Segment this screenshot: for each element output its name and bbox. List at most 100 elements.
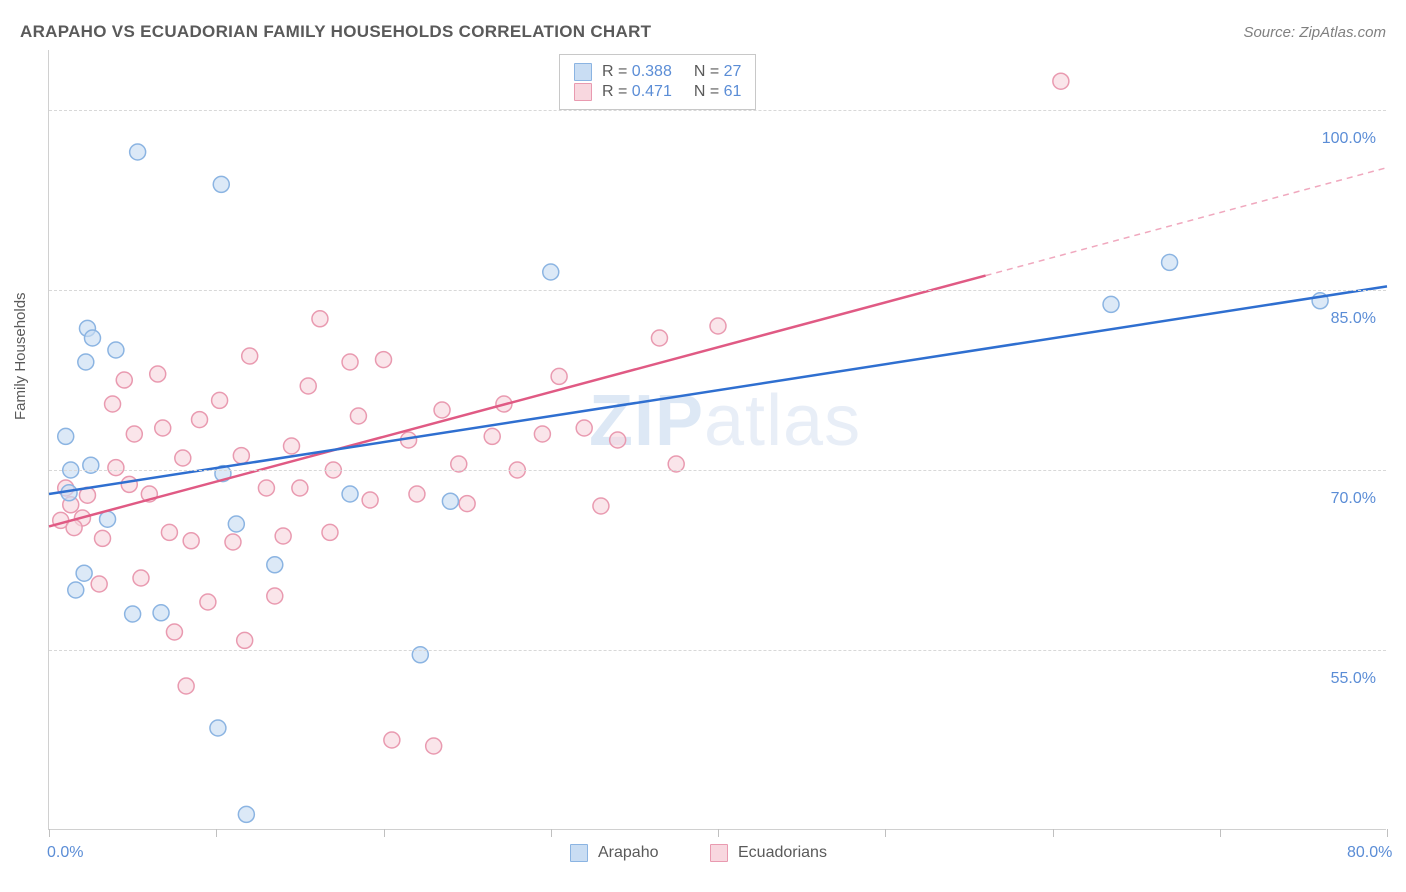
r-label: R = 0.388	[602, 63, 672, 81]
data-point	[610, 432, 626, 448]
data-point	[322, 524, 338, 540]
x-tick-mark	[49, 829, 50, 837]
arapaho-swatch	[570, 844, 588, 862]
data-point	[267, 588, 283, 604]
stats-row: R = 0.388 N = 27	[574, 63, 741, 81]
data-point	[100, 511, 116, 527]
n-label: N = 27	[694, 63, 742, 81]
data-point	[153, 605, 169, 621]
data-point	[178, 678, 194, 694]
gridline-h	[49, 650, 1386, 651]
data-point	[210, 720, 226, 736]
data-point	[126, 426, 142, 442]
x-tick-mark	[1053, 829, 1054, 837]
data-point	[300, 378, 316, 394]
series-legend-arapaho: Arapaho	[570, 844, 659, 862]
data-point	[275, 528, 291, 544]
data-point	[376, 352, 392, 368]
ecuadorians-swatch	[710, 844, 728, 862]
data-point	[312, 311, 328, 327]
y-tick-label: 85.0%	[1331, 310, 1376, 328]
data-point	[242, 348, 258, 364]
data-point	[183, 533, 199, 549]
data-point	[78, 354, 94, 370]
n-label: N = 61	[694, 83, 742, 101]
data-point	[105, 396, 121, 412]
data-point	[434, 402, 450, 418]
r-label: R = 0.471	[602, 83, 672, 101]
data-point	[213, 176, 229, 192]
data-point	[442, 493, 458, 509]
x-tick-label: 80.0%	[1347, 844, 1392, 862]
data-point	[108, 342, 124, 358]
x-tick-mark	[1387, 829, 1388, 837]
data-point	[91, 576, 107, 592]
x-tick-mark	[384, 829, 385, 837]
data-point	[292, 480, 308, 496]
data-point	[212, 392, 228, 408]
data-point	[1162, 254, 1178, 270]
y-axis-label: Family Households	[12, 292, 29, 420]
stats-legend: R = 0.388 N = 27 R = 0.471 N = 61	[559, 54, 756, 110]
data-point	[710, 318, 726, 334]
data-point	[237, 632, 253, 648]
data-point	[459, 496, 475, 512]
data-point	[121, 476, 137, 492]
gridline-h	[49, 110, 1386, 111]
chart-header: ARAPAHO VS ECUADORIAN FAMILY HOUSEHOLDS …	[20, 22, 1386, 42]
data-point	[95, 530, 111, 546]
chart-title: ARAPAHO VS ECUADORIAN FAMILY HOUSEHOLDS …	[20, 22, 651, 42]
data-point	[284, 438, 300, 454]
data-point	[1103, 296, 1119, 312]
data-point	[384, 732, 400, 748]
data-point	[238, 806, 254, 822]
data-point	[342, 486, 358, 502]
x-tick-mark	[551, 829, 552, 837]
data-point	[651, 330, 667, 346]
data-point	[175, 450, 191, 466]
data-point	[133, 570, 149, 586]
data-point	[68, 582, 84, 598]
trendline	[49, 276, 986, 527]
x-tick-mark	[216, 829, 217, 837]
data-point	[258, 480, 274, 496]
x-tick-mark	[718, 829, 719, 837]
data-point	[200, 594, 216, 610]
data-point	[233, 448, 249, 464]
data-point	[192, 412, 208, 428]
data-point	[108, 460, 124, 476]
data-point	[166, 624, 182, 640]
data-point	[155, 420, 171, 436]
y-tick-label: 55.0%	[1331, 670, 1376, 688]
arapaho-label: Arapaho	[598, 844, 659, 862]
data-point	[484, 428, 500, 444]
x-tick-mark	[1220, 829, 1221, 837]
data-point	[125, 606, 141, 622]
gridline-h	[49, 290, 1386, 291]
data-point	[58, 428, 74, 444]
data-point	[350, 408, 366, 424]
data-point	[76, 565, 92, 581]
stats-row: R = 0.471 N = 61	[574, 83, 741, 101]
data-point	[228, 516, 244, 532]
series-legend-ecuadorians: Ecuadorians	[710, 844, 827, 862]
x-tick-label: 0.0%	[47, 844, 83, 862]
data-point	[1053, 73, 1069, 89]
data-point	[543, 264, 559, 280]
data-point	[130, 144, 146, 160]
data-point	[362, 492, 378, 508]
y-tick-label: 100.0%	[1322, 130, 1376, 148]
plot-area: ZIPatlas R = 0.388N = 27R = 0.471N = 61 …	[48, 50, 1386, 830]
data-point	[161, 524, 177, 540]
data-point	[84, 330, 100, 346]
ecuadorians-label: Ecuadorians	[738, 844, 827, 862]
data-point	[551, 368, 567, 384]
y-tick-label: 70.0%	[1331, 490, 1376, 508]
stats-swatch	[574, 83, 592, 101]
data-point	[225, 534, 241, 550]
data-point	[576, 420, 592, 436]
data-point	[150, 366, 166, 382]
stats-swatch	[574, 63, 592, 81]
scatter-svg	[49, 50, 1387, 830]
data-point	[534, 426, 550, 442]
